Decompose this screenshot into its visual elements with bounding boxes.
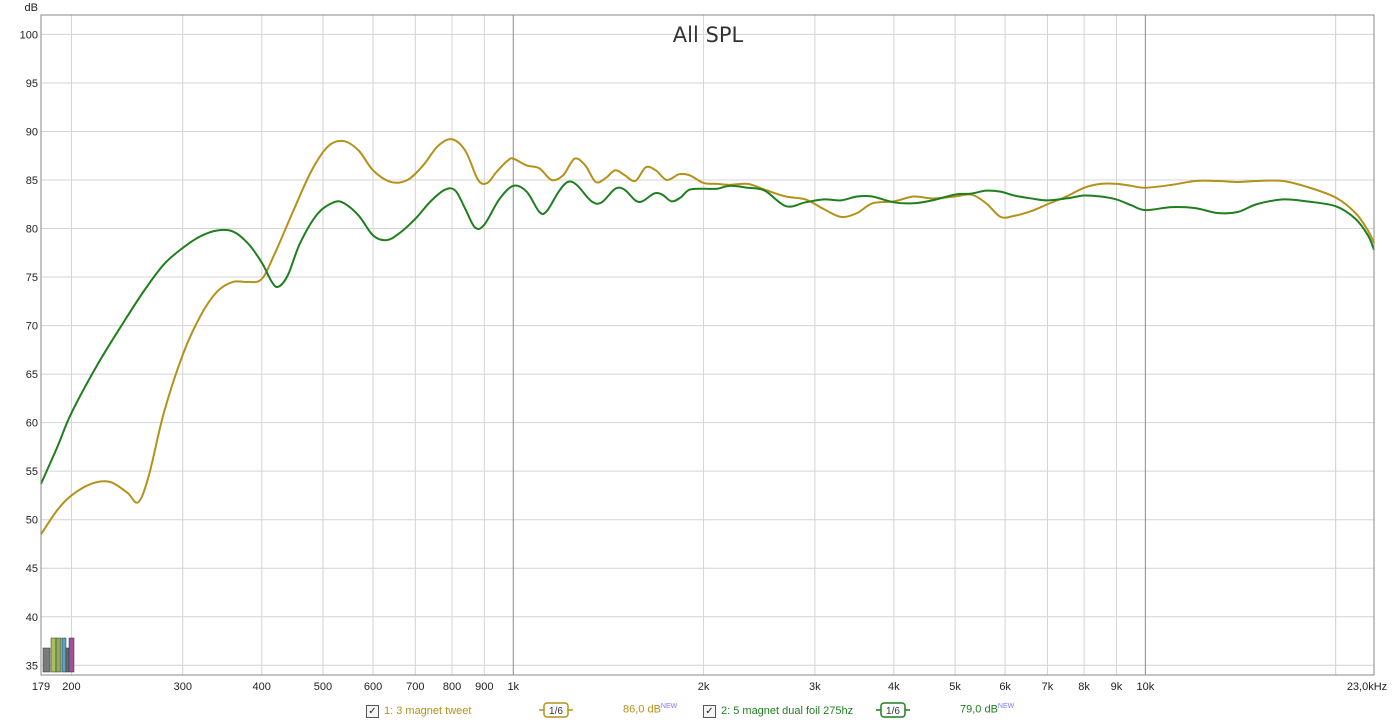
x-tick-label: 9k: [1111, 681, 1123, 693]
y-axis-ticks: 35 40 45 50 55 60 65 70 75 80 85 90 95 100: [20, 29, 38, 672]
x-tick-label: 6k: [999, 681, 1011, 693]
x-tick-label: 400: [253, 681, 271, 693]
x-tick-label: 800: [443, 681, 461, 693]
y-tick-label: 80: [26, 224, 38, 236]
y-tick-label: 35: [26, 660, 38, 672]
x-tick-label: 179: [32, 681, 50, 693]
y-tick-label: 75: [26, 272, 38, 284]
x-tick-label: 200: [62, 681, 80, 693]
series-1-checkbox[interactable]: ✓: [366, 704, 379, 718]
series-2-label: 2: 5 magnet dual foil 275hz: [721, 705, 854, 717]
series-2-level: 79,0 dBNEW: [960, 703, 1014, 716]
x-tick-label: 700: [406, 681, 424, 693]
x-axis-ticks: 179 200 300 400 500 600 700 800 900 1k 2k 3k 4k 5k 6k 7…: [32, 681, 1387, 693]
y-tick-label: 70: [26, 321, 38, 333]
series-2-level-value: 79,0 dB: [960, 703, 998, 716]
y-tick-label: 85: [26, 175, 38, 187]
legend-bar: ✓ 1: 3 magnet tweet 1/6 86,0 dBNEW ✓ 2: …: [0, 699, 1395, 723]
legend-glyph[interactable]: [42, 637, 75, 673]
y-tick-label: 95: [26, 78, 38, 90]
x-tick-label: 8k: [1078, 681, 1090, 693]
x-tick-label: 4k: [888, 681, 900, 693]
y-tick-label: 50: [26, 515, 38, 527]
x-tick-label: 1k: [507, 681, 519, 693]
series-1-smoothing-button[interactable]: 1/6: [539, 702, 573, 718]
y-tick-label: 45: [26, 563, 38, 575]
series-1-level: 86,0 dBNEW: [623, 703, 677, 716]
series-1-smoothing-label: 1/6: [549, 706, 563, 717]
x-tick-label: 600: [364, 681, 382, 693]
y-axis-label: dB: [25, 2, 38, 14]
series-2-smoothing-label: 1/6: [886, 706, 900, 717]
x-tick-label: 5k: [949, 681, 961, 693]
series-lines: [40, 138, 1375, 535]
legend-item-2[interactable]: ✓ 2: 5 magnet dual foil 275hz: [703, 702, 853, 720]
y-tick-label: 60: [26, 418, 38, 430]
x-tick-label: 2k: [698, 681, 710, 693]
new-badge: NEW: [660, 703, 678, 710]
legend-item-1[interactable]: ✓ 1: 3 magnet tweet: [366, 702, 471, 720]
x-tick-label: 3k: [809, 681, 821, 693]
series-2-checkbox[interactable]: ✓: [703, 704, 716, 718]
y-tick-label: 55: [26, 466, 38, 478]
y-tick-label: 90: [26, 126, 38, 138]
grid-lines: [41, 15, 1374, 675]
spl-chart: 35 40 45 50 55 60 65 70 75 80 85 90 95 100 179 200 300 4…: [20, 2, 1388, 693]
x-tick-label: 500: [314, 681, 332, 693]
x-tick-label: 300: [174, 681, 192, 693]
x-tick-label: 900: [475, 681, 493, 693]
series-1-label: 1: 3 magnet tweet: [384, 705, 472, 717]
plot-frame: [40, 14, 1375, 676]
y-tick-label: 40: [26, 612, 38, 624]
y-tick-label: 65: [26, 369, 38, 381]
series-1-level-value: 86,0 dB: [623, 703, 661, 716]
y-tick-label: 100: [20, 29, 38, 41]
series-1-line: [40, 138, 1375, 535]
series-2-smoothing-button[interactable]: 1/6: [876, 702, 910, 718]
series-2-line: [40, 180, 1375, 485]
x-tick-label: 7k: [1042, 681, 1054, 693]
chart-title: All SPL: [673, 23, 744, 47]
new-badge: NEW: [997, 703, 1015, 710]
x-tick-label: 23,0kHz: [1347, 681, 1387, 693]
x-tick-label: 10k: [1136, 681, 1154, 693]
